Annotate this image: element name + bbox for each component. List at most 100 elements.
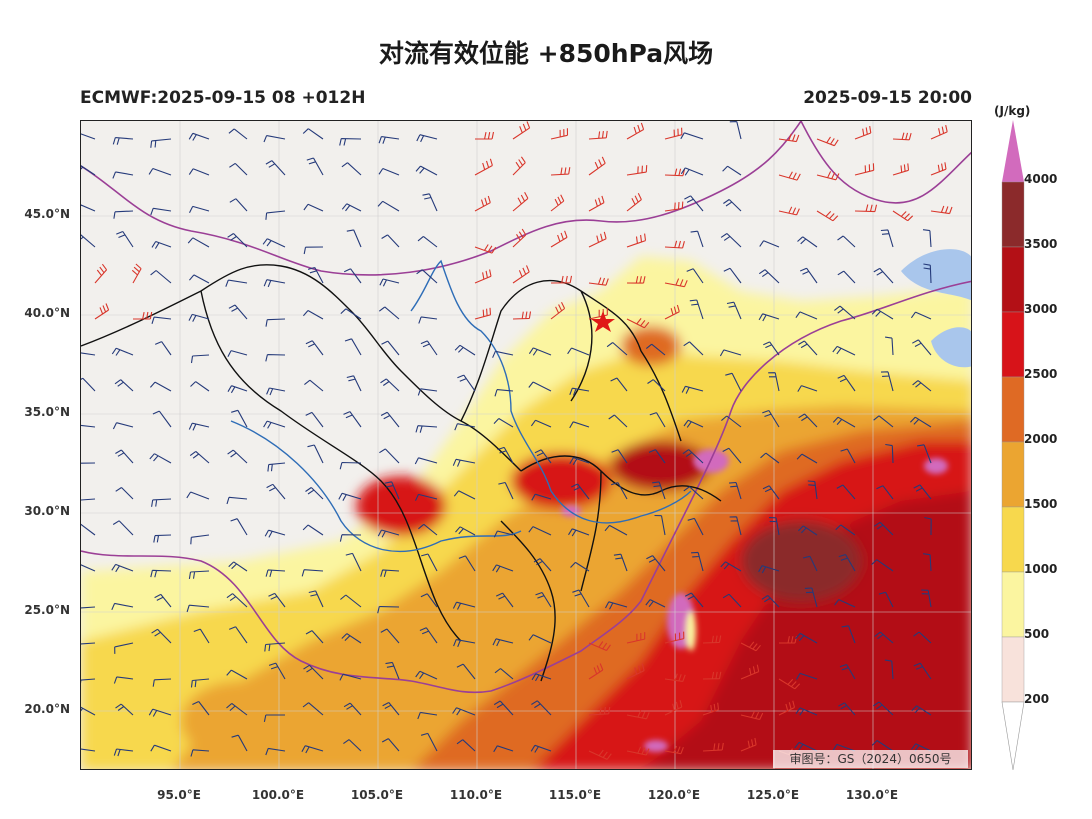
wind-barb [414, 457, 438, 465]
wind-barb [111, 563, 134, 573]
wind-barb [769, 517, 780, 536]
wind-barb [340, 594, 362, 608]
wind-barb [112, 137, 134, 145]
wind-barb [305, 487, 324, 500]
wind-barb [690, 230, 704, 248]
wind-barb [188, 422, 210, 431]
wind-barb [227, 233, 248, 248]
lon-label: 105.0°E [350, 788, 404, 802]
wind-barb [377, 605, 400, 614]
wind-barb [380, 411, 400, 428]
wind-barb [268, 662, 286, 680]
wind-barb [550, 230, 568, 248]
wind-barb [760, 452, 780, 464]
colorbar-segment [1001, 506, 1025, 573]
wind-barb [626, 276, 646, 284]
wind-barb [876, 485, 894, 500]
wind-barb [94, 263, 108, 284]
wind-barb [921, 589, 932, 608]
wind-barb [149, 381, 172, 392]
wind-barb [664, 745, 684, 755]
wind-barb [306, 157, 324, 176]
wind-barb [571, 483, 590, 500]
wind-barb [343, 268, 362, 284]
wind-barb [930, 205, 953, 215]
wind-barb [302, 310, 324, 320]
wind-barb [494, 389, 514, 397]
wind-barb [923, 553, 932, 572]
wind-barb [190, 749, 210, 757]
wind-barb [303, 203, 324, 212]
capital-star-icon [591, 311, 615, 332]
wind-barb [341, 162, 362, 176]
wind-barb [550, 167, 571, 176]
wind-barb [420, 593, 438, 608]
wind-barb [680, 132, 704, 140]
wind-barb [795, 707, 818, 716]
wind-barb [265, 569, 286, 578]
wind-barb [550, 301, 566, 320]
wind-barb [835, 524, 856, 536]
wind-barb [796, 453, 818, 464]
colorbar-label: 1500 [1024, 497, 1058, 511]
wind-barb [719, 349, 742, 357]
wind-barb [588, 749, 612, 760]
wind-barb [841, 625, 856, 644]
wind-barb [531, 493, 552, 501]
wind-barb [892, 132, 912, 141]
wind-barb [570, 561, 590, 572]
wind-barb [588, 231, 607, 248]
wind-barb [528, 347, 552, 356]
wind-barb [379, 278, 400, 287]
wind-barb [681, 385, 704, 394]
wind-barb [152, 678, 172, 687]
wind-barb [112, 520, 134, 536]
wind-barb [377, 200, 400, 212]
map-panel[interactable] [80, 120, 972, 770]
wind-barb [228, 128, 248, 140]
wind-barb [725, 372, 742, 392]
wind-barb [189, 205, 210, 213]
wind-barb [871, 740, 894, 752]
wind-barb [152, 410, 172, 428]
wind-barb [762, 485, 780, 500]
wind-barb [664, 304, 680, 320]
wind-barb [263, 420, 286, 429]
valid-time-label: 2025-09-15 20:00 [803, 88, 972, 108]
wind-barb [798, 340, 818, 356]
wind-barb [225, 279, 248, 287]
wind-barb [722, 593, 742, 608]
wind-barb [226, 669, 248, 680]
lat-label: 45.0°N [24, 207, 70, 221]
colorbar-label: 3500 [1024, 237, 1058, 251]
wind-barb [416, 269, 438, 284]
wind-barb [492, 564, 514, 573]
lat-label: 35.0°N [24, 405, 70, 419]
wind-barb [913, 631, 932, 644]
wind-barb [840, 448, 856, 464]
wind-barb [153, 534, 172, 543]
wind-barb [81, 498, 96, 501]
lon-label: 110.0°E [449, 788, 503, 802]
wind-barb [854, 204, 878, 213]
wind-barb [417, 388, 438, 396]
wind-barb [339, 673, 362, 681]
wind-barb [346, 229, 362, 248]
wind-barb [305, 630, 324, 644]
colorbar-label: 2500 [1024, 367, 1058, 381]
colorbar-segment [1001, 441, 1025, 508]
wind-barb [495, 592, 514, 608]
wind-barb [378, 306, 400, 320]
wind-barb [816, 210, 839, 222]
wind-barb [417, 235, 438, 248]
wind-barb [188, 168, 210, 176]
wind-barb [267, 462, 286, 472]
wind-barb [418, 316, 438, 324]
wind-barb [802, 555, 818, 572]
wind-barb [721, 415, 742, 428]
wind-barb [81, 606, 96, 609]
wind-barb [263, 135, 286, 143]
lat-label: 25.0°N [24, 603, 70, 617]
wind-barb [874, 631, 894, 644]
wind-barb [305, 340, 324, 356]
